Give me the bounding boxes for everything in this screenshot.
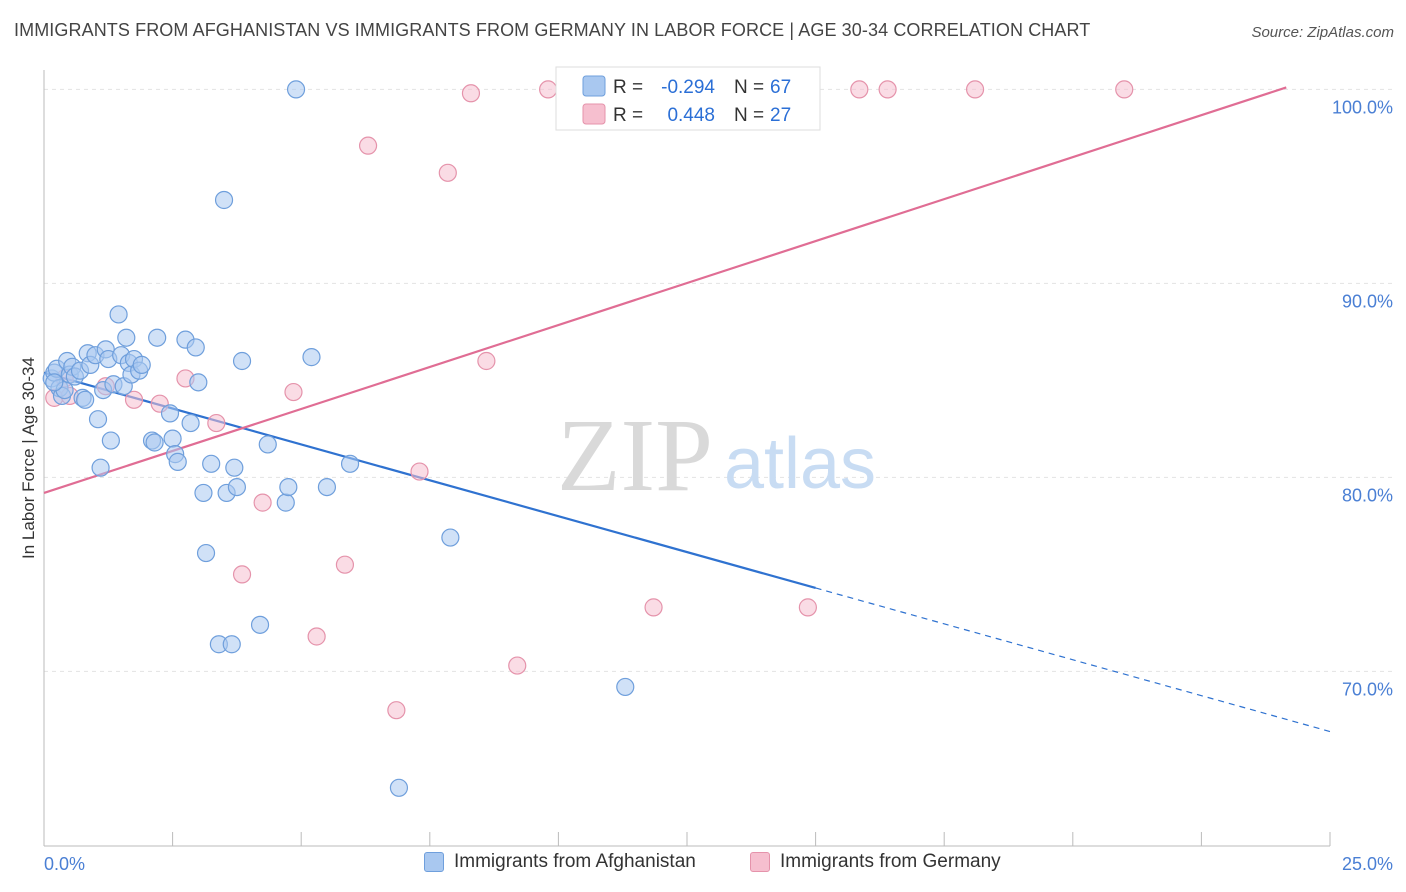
germany-point xyxy=(438,163,457,182)
afghanistan-point xyxy=(232,351,252,371)
watermark-atlas: atlas xyxy=(724,424,876,504)
germany-point xyxy=(253,493,272,512)
legend-n-value: 67 xyxy=(770,77,791,98)
bottom-legend-label-afghanistan: Immigrants from Afghanistan xyxy=(454,851,696,872)
legend-r-value: 0.448 xyxy=(667,105,715,126)
chart-title: IMMIGRANTS FROM AFGHANISTAN VS IMMIGRANT… xyxy=(14,20,1091,40)
bottom-legend-swatch-afghanistan xyxy=(424,852,444,872)
germany-point xyxy=(387,701,406,720)
x-tick-label: 0.0% xyxy=(44,854,85,874)
afghanistan-point xyxy=(214,190,234,210)
afghanistan-point xyxy=(189,373,208,392)
legend-n-value: 27 xyxy=(770,105,791,126)
watermark-zip: ZIP xyxy=(557,398,713,513)
germany-point xyxy=(508,656,527,675)
afghanistan-point xyxy=(181,413,200,433)
afghanistan-point xyxy=(302,348,321,367)
afghanistan-point xyxy=(186,338,205,357)
germany-point xyxy=(461,84,481,103)
germany-point xyxy=(965,80,985,99)
afghanistan-point xyxy=(163,429,182,448)
bottom-legend-label-germany: Immigrants from Germany xyxy=(780,851,1001,872)
germany-point xyxy=(358,136,378,155)
afghanistan-point xyxy=(88,410,108,429)
afghanistan-point xyxy=(168,452,187,471)
afghanistan-point xyxy=(279,478,298,497)
afghanistan-point xyxy=(160,404,180,423)
grid-lines xyxy=(44,88,1393,672)
afghanistan-point xyxy=(340,454,360,473)
afghanistan-point xyxy=(227,478,246,497)
y-tick-label: 90.0% xyxy=(1342,291,1393,311)
afghanistan-point xyxy=(91,458,110,477)
germany-trend-line xyxy=(43,86,1287,494)
afghanistan-point xyxy=(222,635,241,654)
y-tick-labels: 70.0% 80.0% 90.0% 100.0% xyxy=(1332,97,1393,699)
afghanistan-point xyxy=(616,677,635,697)
afghanistan-point xyxy=(117,328,136,347)
germany-point xyxy=(1115,80,1134,99)
germany-point xyxy=(232,565,252,584)
afghanistan-point xyxy=(145,433,164,452)
bottom-legend-afghanistan: Immigrants from Afghanistan xyxy=(424,851,696,873)
legend-n-label: N = xyxy=(734,77,764,98)
germany-point xyxy=(307,627,326,646)
afghanistan-point xyxy=(194,483,213,503)
x-ticks xyxy=(43,832,1331,846)
germany-point xyxy=(410,462,429,481)
x-tick-labels: 0.0% 25.0% xyxy=(44,854,1393,874)
x-tick-label: 25.0% xyxy=(1342,854,1393,874)
y-tick-label: 100.0% xyxy=(1332,97,1393,117)
legend-swatch-germany xyxy=(582,103,606,125)
germany-point xyxy=(284,382,303,402)
y-tick-label: 80.0% xyxy=(1342,485,1393,505)
legend-r-label: R = xyxy=(613,77,643,98)
afghanistan-point xyxy=(286,80,306,99)
germany-point xyxy=(539,80,558,99)
afghanistan-point xyxy=(250,615,270,634)
legend-swatch-afghanistan xyxy=(582,75,606,97)
y-tick-label: 70.0% xyxy=(1342,679,1393,699)
afghanistan-point xyxy=(101,431,120,450)
afghanistan-point xyxy=(45,373,64,392)
afghanistan-point xyxy=(258,435,277,454)
afghanistan-point xyxy=(225,458,244,477)
legend-n-label: N = xyxy=(734,105,764,126)
germany-point xyxy=(335,555,355,574)
germany-point xyxy=(644,598,663,617)
germany-point xyxy=(798,598,817,617)
legend-r-label: R = xyxy=(613,105,643,126)
germany-point xyxy=(124,390,144,409)
y-axis-label: In Labor Force | Age 30-34 xyxy=(19,357,38,559)
afghanistan-point xyxy=(389,778,409,797)
data-points xyxy=(42,80,1134,797)
germany-point xyxy=(850,80,869,99)
bottom-legend-germany: Immigrants from Germany xyxy=(750,851,1001,873)
afghanistan-point xyxy=(196,543,216,563)
afghanistan-point xyxy=(317,478,337,497)
germany-point xyxy=(477,351,496,371)
afghanistan-trend-extension xyxy=(815,587,1331,733)
afghanistan-point xyxy=(441,528,460,547)
afghanistan-point xyxy=(76,390,95,409)
afghanistan-point xyxy=(202,454,221,473)
afghanistan-point xyxy=(109,305,128,324)
afghanistan-point xyxy=(276,493,295,512)
germany-point xyxy=(878,80,897,99)
afghanistan-point xyxy=(148,328,167,347)
source-label: Source: ZipAtlas.com xyxy=(1251,24,1394,41)
legend: R = -0.294 N = 67 R = 0.448 N = 27 xyxy=(555,66,821,131)
watermark: ZIP atlas xyxy=(557,398,876,513)
germany-point xyxy=(207,413,226,433)
afghanistan-point xyxy=(132,355,151,374)
legend-r-value: -0.294 xyxy=(661,77,715,98)
bottom-legend-swatch-germany xyxy=(750,852,770,872)
